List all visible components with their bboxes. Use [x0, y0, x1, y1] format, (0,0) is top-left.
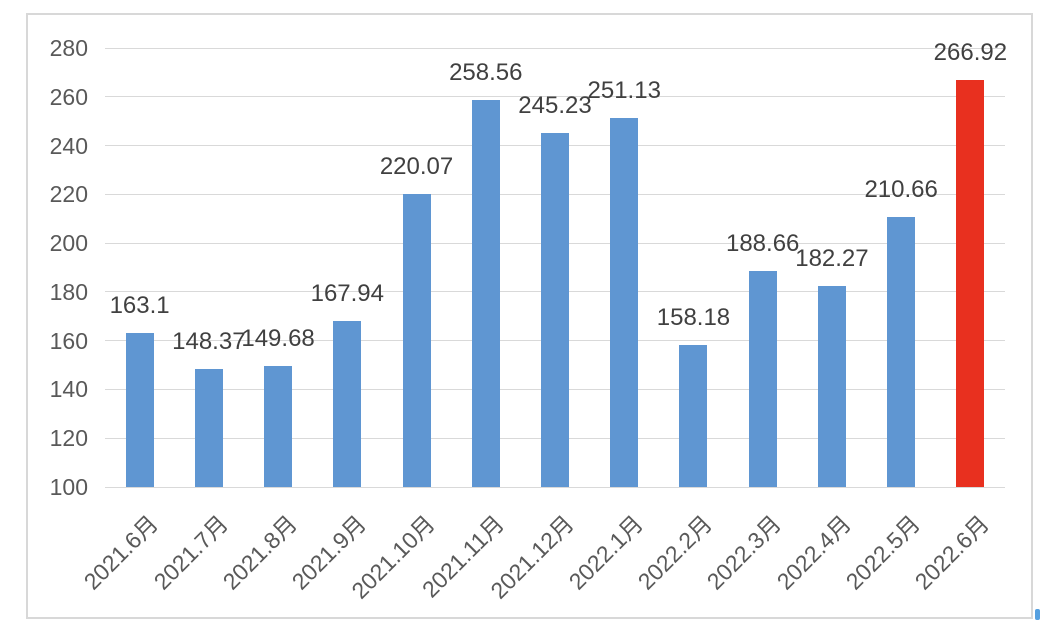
bar — [333, 321, 362, 487]
gridline — [105, 47, 1005, 49]
y-axis-tick-label: 220 — [49, 181, 88, 208]
data-label: 251.13 — [587, 77, 661, 105]
bar-series — [28, 15, 1031, 617]
y-axis-tick-label: 180 — [49, 278, 88, 305]
data-labels-layer: 163.1 148.37 149.68 167.94 220.07 258.56 245.2… — [28, 15, 1031, 617]
data-label: 158.18 — [656, 304, 731, 332]
x-axis-tick-label: 2022.2月 — [632, 510, 718, 595]
y-axis-tick-label: 240 — [49, 132, 88, 159]
data-label: 167.94 — [310, 280, 384, 308]
bar — [471, 100, 500, 487]
selection-handle-icon — [1035, 609, 1040, 620]
y-axis-tick-label: 200 — [49, 230, 88, 257]
y-axis-tick-label: 100 — [49, 474, 88, 500]
bar — [956, 79, 985, 487]
x-axis-tick-label: 2021.6月 — [78, 510, 164, 595]
x-axis-tick-label: 2022.4月 — [771, 510, 856, 595]
data-label: 258.56 — [449, 59, 523, 87]
y-axis-tick-label: 140 — [49, 376, 88, 403]
y-axis: 100 120 140 160 180 200 220 240 260 280 — [28, 15, 1031, 617]
data-label: 188.66 — [725, 229, 800, 257]
data-label: 182.27 — [795, 245, 869, 273]
gridline — [105, 96, 1005, 98]
bar — [402, 194, 431, 487]
bar — [125, 333, 154, 487]
x-axis: 2021.6月 2021.7月 2021.8月 2021.9月 2021.10月 2021… — [28, 15, 1031, 617]
bar — [541, 132, 569, 487]
x-axis-tick-label: 2022.6月 — [909, 510, 995, 595]
bar — [887, 217, 916, 487]
gridline — [105, 486, 1005, 488]
data-label: 163.1 — [109, 292, 170, 320]
y-axis-tick-label: 260 — [49, 83, 88, 110]
data-label: 245.23 — [518, 91, 592, 119]
bar — [748, 270, 777, 487]
bar — [679, 345, 708, 487]
x-axis-tick-label: 2021.7月 — [148, 510, 233, 595]
y-axis-tick-label: 160 — [49, 327, 88, 354]
x-axis-tick-label: 2022.1月 — [563, 510, 648, 595]
x-axis-tick-label: 2022.3月 — [701, 510, 787, 595]
bar — [817, 286, 846, 487]
bar — [610, 118, 639, 487]
x-axis-tick-label: 2022.5月 — [840, 510, 925, 595]
data-label: 220.07 — [379, 153, 454, 181]
data-label: 149.68 — [241, 324, 315, 352]
data-label: 148.37 — [172, 328, 246, 356]
y-axis-tick-label: 120 — [49, 425, 88, 452]
bar — [194, 369, 223, 487]
bar — [264, 365, 293, 487]
x-axis-tick-label: 2021.8月 — [217, 510, 302, 595]
data-label: 210.66 — [864, 176, 938, 204]
y-axis-tick-label: 280 — [49, 35, 88, 61]
chart-frame: 100 120 140 160 180 200 220 240 260 280 163.1 148.… — [26, 13, 1033, 619]
data-label: 266.92 — [933, 38, 1008, 66]
